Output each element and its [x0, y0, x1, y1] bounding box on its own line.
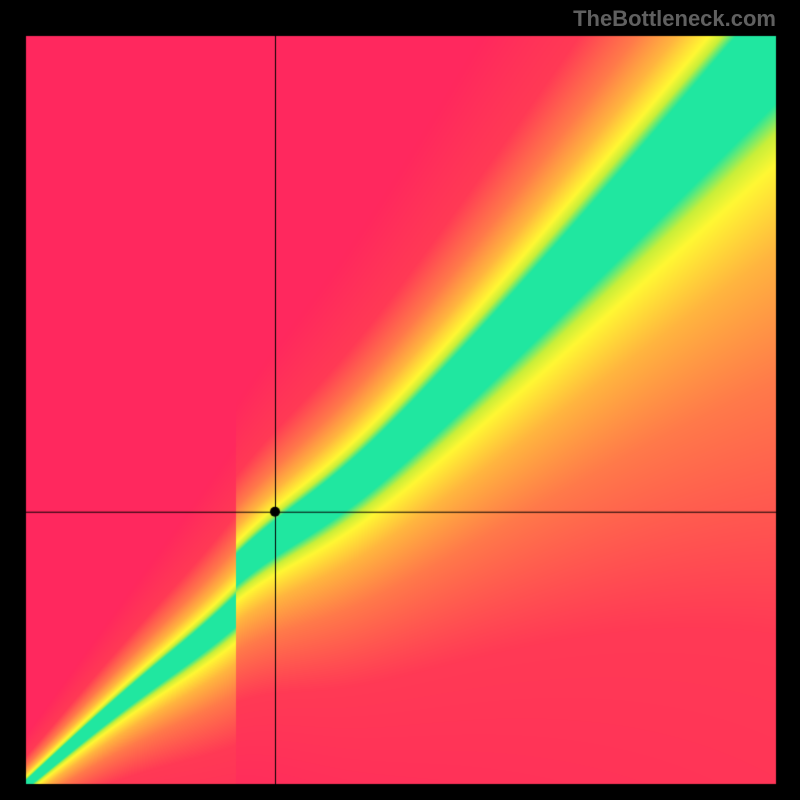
- watermark-text: TheBottleneck.com: [573, 6, 776, 32]
- bottleneck-heatmap-canvas: [0, 0, 800, 800]
- chart-container: TheBottleneck.com: [0, 0, 800, 800]
